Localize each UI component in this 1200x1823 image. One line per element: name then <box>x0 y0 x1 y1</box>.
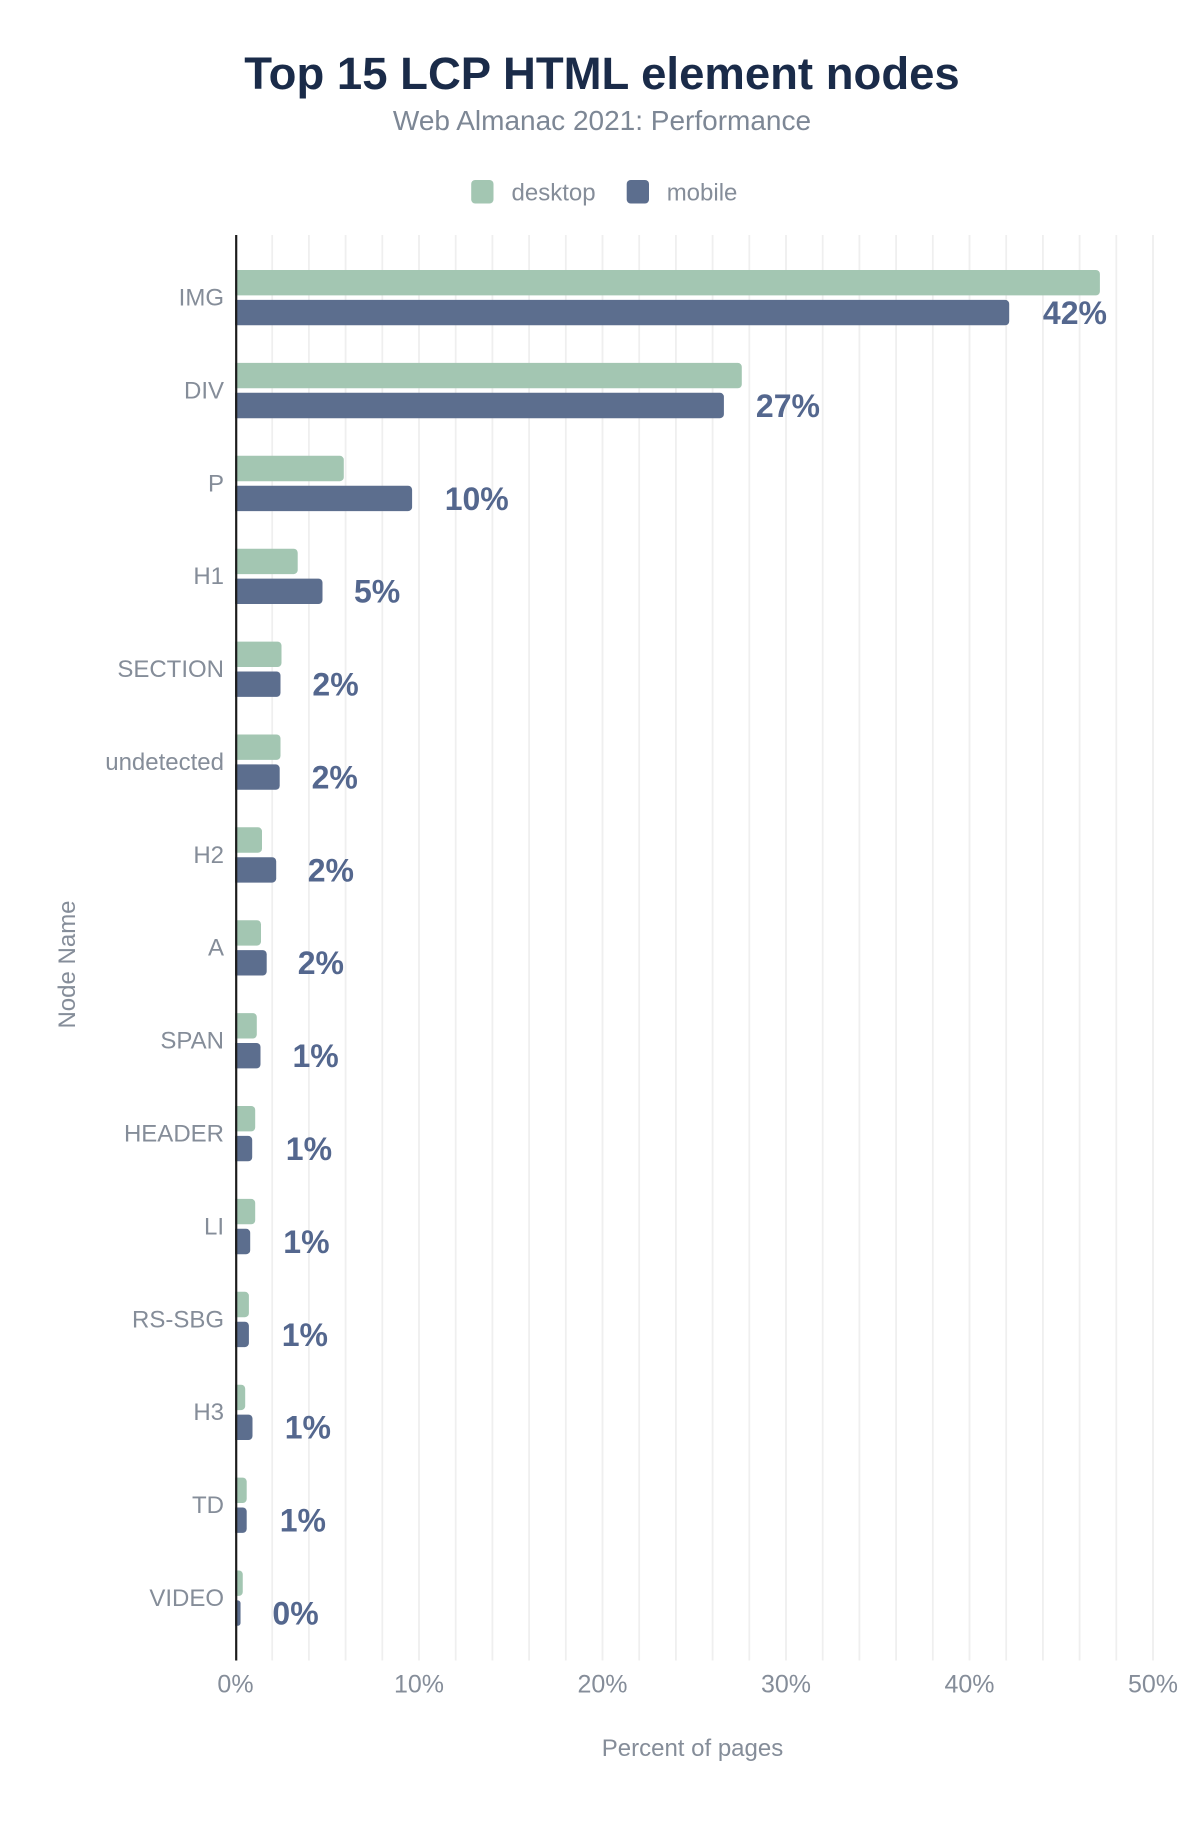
svg-text:10%: 10% <box>445 481 509 517</box>
svg-text:1%: 1% <box>282 1317 328 1353</box>
svg-text:IMG: IMG <box>179 285 224 312</box>
svg-text:H1: H1 <box>193 563 224 590</box>
svg-text:30%: 30% <box>761 1671 811 1699</box>
svg-text:2%: 2% <box>298 945 344 981</box>
svg-text:2%: 2% <box>308 852 354 888</box>
svg-text:1%: 1% <box>280 1503 326 1539</box>
svg-text:SECTION: SECTION <box>117 656 224 683</box>
svg-text:RS-SBG: RS-SBG <box>132 1306 224 1333</box>
svg-text:1%: 1% <box>285 1410 331 1446</box>
svg-text:5%: 5% <box>354 574 400 610</box>
svg-text:50%: 50% <box>1128 1671 1178 1699</box>
svg-text:undetected: undetected <box>105 749 224 776</box>
svg-text:DIV: DIV <box>184 377 224 404</box>
svg-text:42%: 42% <box>1043 295 1107 331</box>
svg-text:Top 15 LCP HTML element nodes: Top 15 LCP HTML element nodes <box>244 48 959 99</box>
svg-text:0%: 0% <box>217 1671 253 1699</box>
svg-text:H2: H2 <box>193 842 224 869</box>
svg-text:TD: TD <box>192 1492 224 1519</box>
svg-text:Node Name: Node Name <box>54 900 81 1028</box>
svg-text:SPAN: SPAN <box>160 1028 224 1055</box>
svg-text:1%: 1% <box>286 1131 332 1167</box>
svg-text:27%: 27% <box>756 388 820 424</box>
svg-text:1%: 1% <box>293 1038 339 1074</box>
svg-text:10%: 10% <box>394 1671 444 1699</box>
svg-text:mobile: mobile <box>667 180 738 207</box>
svg-text:2%: 2% <box>312 760 358 796</box>
svg-text:P: P <box>208 470 224 497</box>
svg-text:Web Almanac 2021: Performance: Web Almanac 2021: Performance <box>393 105 811 136</box>
svg-text:1%: 1% <box>283 1224 329 1260</box>
svg-text:desktop: desktop <box>512 180 596 207</box>
svg-text:2%: 2% <box>312 667 358 703</box>
svg-text:Percent of pages: Percent of pages <box>602 1735 783 1762</box>
svg-text:HEADER: HEADER <box>124 1121 224 1148</box>
svg-text:H3: H3 <box>193 1399 224 1426</box>
svg-text:LI: LI <box>204 1213 224 1240</box>
svg-text:40%: 40% <box>944 1671 994 1699</box>
svg-text:A: A <box>208 935 224 962</box>
svg-text:0%: 0% <box>272 1596 318 1632</box>
svg-text:20%: 20% <box>577 1671 627 1699</box>
svg-text:VIDEO: VIDEO <box>149 1585 224 1612</box>
